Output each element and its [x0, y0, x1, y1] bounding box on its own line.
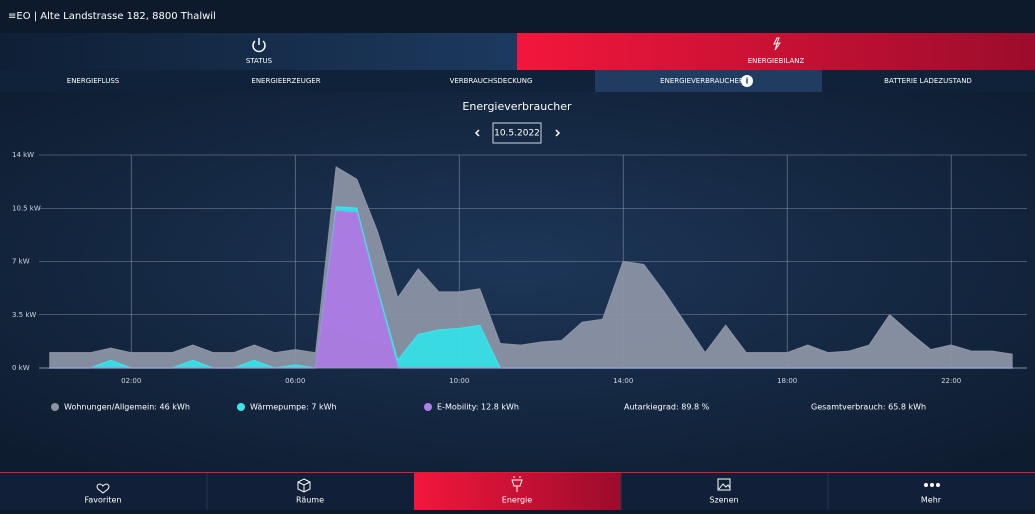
- legend-label: E-Mobility: 12.8 kWh: [437, 403, 519, 412]
- x-tick-label: 14:00: [613, 377, 633, 385]
- y-tick-label: 14 kW: [12, 151, 34, 159]
- icon-heart: [96, 483, 110, 494]
- y-tick-label: 10.5 kW: [12, 204, 41, 212]
- legend-label: Wohnungen/Allgemein: 46 kWh: [64, 403, 190, 412]
- sub-tab-active[interactable]: [595, 70, 822, 92]
- sub-tab[interactable]: ENERGIEVERBRAUCHER: [660, 77, 744, 85]
- address: ≡EO | Alte Landstrasse 182, 8800 Thalwil: [8, 11, 216, 22]
- nav-label[interactable]: Energie: [502, 496, 532, 505]
- nav-label[interactable]: Räume: [296, 496, 324, 505]
- date-box[interactable]: [492, 122, 542, 144]
- icon-solar: [511, 476, 523, 492]
- tab-label: STATUS: [246, 57, 273, 65]
- legend-swatch: [424, 403, 432, 411]
- power-icon: [252, 38, 266, 53]
- bolt-icon: [773, 37, 781, 51]
- sub-tab[interactable]: ENERGIEFLUSS: [67, 77, 120, 85]
- y-tick-label: 3.5 kW: [12, 311, 36, 319]
- tab-label: ENERGIEBILANZ: [748, 57, 805, 65]
- icon-cube: [297, 478, 311, 493]
- y-tick-label: 7 kW: [12, 258, 30, 266]
- prev-day[interactable]: [474, 129, 480, 137]
- sub-tab[interactable]: ENERGIEERZEUGER: [251, 77, 320, 85]
- plot: 0 kW 3.5 kW 7 kW 10.5 kW 14 kW 02:00 06:00 10:0…: [12, 151, 1027, 385]
- sub-tab[interactable]: BATTERIE LADEZUSTAND: [884, 77, 972, 85]
- next-day[interactable]: [555, 129, 561, 137]
- x-tick-label: 02:00: [121, 377, 141, 385]
- nav-label[interactable]: Mehr: [921, 496, 942, 505]
- x-tick-label: 10:00: [449, 377, 469, 385]
- date: 10.5.2022: [494, 129, 540, 139]
- nav-label[interactable]: Szenen: [709, 496, 738, 505]
- legend-swatch: [51, 403, 59, 411]
- legend-swatch: [237, 403, 245, 411]
- x-tick-label: 06:00: [285, 377, 305, 385]
- y-tick-label: 0 kW: [12, 364, 30, 372]
- top-bar: [0, 0, 1035, 33]
- sub-tab[interactable]: VERBRAUCHSDECKUNG: [450, 77, 533, 85]
- info-glyph: i: [746, 77, 749, 86]
- icon-image: [717, 478, 731, 491]
- nav-dividers: [206, 473, 829, 510]
- stat: Gesamtverbrauch: 65.8 kWh: [811, 403, 926, 412]
- legend-label: Wärmepumpe: 7 kWh: [250, 403, 337, 412]
- area-line: [49, 166, 1013, 355]
- nav-label[interactable]: Favoriten: [84, 496, 121, 505]
- x-tick-label: 22:00: [941, 377, 961, 385]
- chart-title: Energieverbraucher: [462, 100, 572, 113]
- x-tick-label: 18:00: [777, 377, 797, 385]
- area-fill: [49, 167, 1013, 368]
- chart-panel: [0, 92, 1035, 472]
- info-icon[interactable]: [741, 75, 753, 87]
- icon-more: [924, 483, 940, 487]
- stat: Autarkiegrad: 89.8 %: [624, 403, 710, 412]
